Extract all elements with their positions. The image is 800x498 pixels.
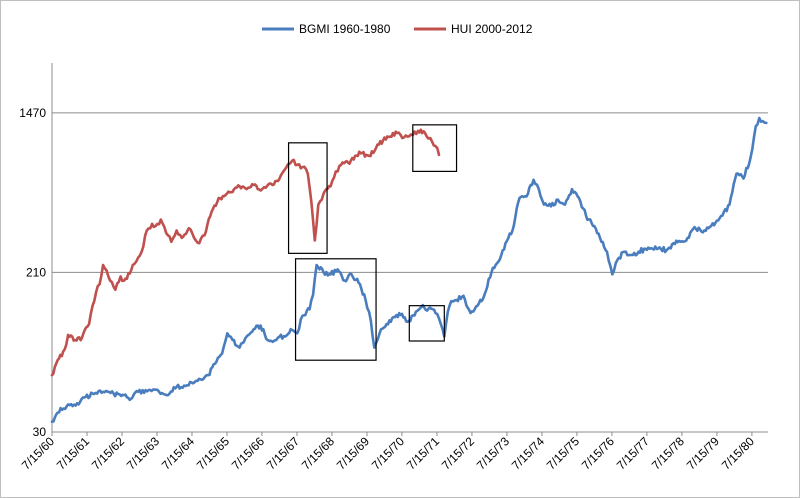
- x-tick-label: 7/15/65: [194, 434, 232, 472]
- series-line-hui: [50, 128, 441, 377]
- y-tick-label: 1470: [19, 106, 46, 120]
- x-tick-label: 7/15/72: [439, 434, 477, 472]
- x-tick-label: 7/15/67: [264, 434, 302, 472]
- x-tick-label: 7/15/76: [579, 434, 617, 472]
- x-tick-label: 7/15/61: [54, 434, 92, 472]
- x-tick-label: 7/15/69: [334, 434, 372, 472]
- annotation-boxes: [287, 124, 458, 361]
- axes: [51, 63, 768, 433]
- x-tick-label: 7/15/60: [19, 434, 57, 472]
- legend: BGMI 1960-1980 HUI 2000-2012: [262, 22, 533, 36]
- x-tick-label: 7/15/80: [719, 434, 757, 472]
- legend-label-hui: HUI 2000-2012: [451, 22, 533, 36]
- x-tick-label: 7/15/62: [89, 434, 127, 472]
- legend-label-bgmi: BGMI 1960-1980: [299, 22, 391, 36]
- x-tick-label: 7/15/78: [649, 434, 687, 472]
- y-tick-label: 210: [26, 265, 46, 279]
- gridlines: [52, 112, 768, 273]
- series-layer: [50, 116, 768, 423]
- x-tick-label: 7/15/64: [159, 434, 197, 472]
- x-tick-label: 7/15/79: [684, 434, 722, 472]
- x-axis-ticks: 7/15/607/15/617/15/627/15/637/15/647/15/…: [19, 432, 757, 472]
- x-tick-label: 7/15/77: [614, 434, 652, 472]
- x-tick-label: 7/15/71: [404, 434, 442, 472]
- x-tick-label: 7/15/73: [474, 434, 512, 472]
- annotation-box: [294, 258, 377, 361]
- x-tick-label: 7/15/63: [124, 434, 162, 472]
- y-axis-ticks: 30 210 1470: [19, 106, 46, 439]
- annotation-box: [412, 124, 458, 172]
- x-tick-label: 7/15/70: [369, 434, 407, 472]
- y-tick-label: 30: [33, 425, 47, 439]
- annotation-box: [408, 305, 445, 342]
- x-tick-label: 7/15/66: [229, 434, 267, 472]
- x-tick-label: 7/15/68: [299, 434, 337, 472]
- annotation-box: [287, 142, 328, 254]
- series-line-bgmi: [50, 116, 768, 423]
- x-tick-label: 7/15/74: [509, 434, 547, 472]
- x-tick-label: 7/15/75: [544, 434, 582, 472]
